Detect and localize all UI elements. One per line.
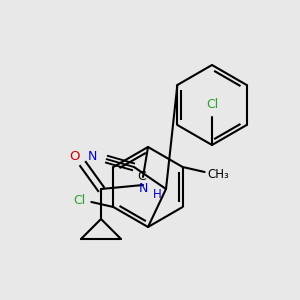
Text: N: N: [138, 182, 148, 196]
Text: CH₃: CH₃: [208, 167, 230, 181]
Text: Cl: Cl: [206, 98, 218, 112]
Text: Cl: Cl: [73, 194, 86, 206]
Text: H: H: [153, 188, 161, 202]
Text: O: O: [70, 149, 80, 163]
Text: N: N: [87, 151, 97, 164]
Text: C: C: [138, 170, 146, 184]
